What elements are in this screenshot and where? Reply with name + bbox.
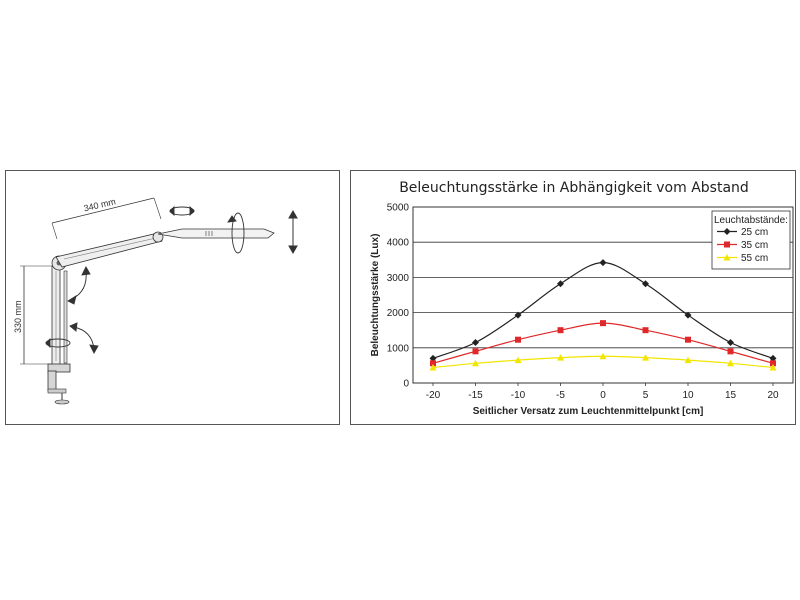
series-lines bbox=[429, 259, 777, 371]
data-point bbox=[557, 280, 564, 288]
data-point bbox=[429, 354, 437, 362]
rotate-head-arrow-icon bbox=[227, 212, 245, 254]
legend-swatch-marker bbox=[723, 254, 731, 261]
data-point bbox=[642, 280, 649, 288]
legend-swatch-marker bbox=[723, 228, 731, 235]
data-point bbox=[472, 339, 479, 347]
lower-arm-dimension-label: 330 mm bbox=[13, 300, 23, 333]
y-tick-label: 2000 bbox=[387, 308, 410, 319]
x-axis-label: Seitlicher Versatz zum Leuchtenmittelpun… bbox=[473, 406, 704, 417]
y-tick-label: 0 bbox=[403, 379, 409, 390]
swivel-arrow-icon bbox=[169, 205, 195, 217]
data-point bbox=[769, 354, 777, 362]
data-point bbox=[472, 359, 479, 367]
y-tick-label: 3000 bbox=[387, 273, 410, 284]
data-point bbox=[514, 356, 522, 364]
x-tick-label: 5 bbox=[643, 390, 649, 401]
data-point bbox=[727, 339, 734, 347]
y-axis-ticks: 0 1000 2000 3000 4000 5000 bbox=[387, 203, 410, 390]
series-25-cm bbox=[429, 259, 777, 362]
data-point bbox=[514, 311, 522, 319]
legend-swatch-marker bbox=[724, 241, 730, 248]
legend-entry-label: 55 cm bbox=[741, 253, 768, 264]
x-tick-label: 10 bbox=[682, 390, 694, 401]
base-rotate-arrow-icon bbox=[45, 337, 71, 349]
chart-title: Beleuchtungsstärke in Abhängigkeit vom A… bbox=[399, 180, 749, 196]
y-tick-label: 5000 bbox=[387, 203, 410, 214]
series-55-cm bbox=[429, 352, 777, 371]
data-point bbox=[515, 336, 521, 343]
y-tick-label: 1000 bbox=[387, 343, 410, 354]
legend-entry-label: 25 cm bbox=[741, 227, 768, 238]
data-point bbox=[727, 359, 734, 367]
lamp-lower-arm bbox=[51, 265, 68, 367]
x-tick-label: -20 bbox=[426, 390, 441, 401]
upper-arm-dimension-label: 340 mm bbox=[83, 196, 117, 213]
data-point bbox=[599, 352, 607, 360]
data-point bbox=[684, 311, 692, 319]
data-point bbox=[557, 327, 564, 334]
legend-entry-label: 35 cm bbox=[741, 240, 768, 251]
lamp-head bbox=[157, 228, 275, 239]
dimension-line-upper bbox=[51, 197, 155, 224]
x-tick-label: -10 bbox=[511, 390, 526, 401]
data-point bbox=[430, 360, 436, 367]
lamp-diagram-panel: 340 mm 330 mm bbox=[5, 170, 340, 425]
data-point bbox=[599, 259, 607, 267]
arm-tilt-arrow-icon bbox=[67, 266, 91, 305]
x-axis-ticks: -20 -15 -10 -5 0 5 10 15 20 bbox=[426, 383, 779, 401]
lamp-clamp bbox=[47, 363, 71, 405]
data-point bbox=[557, 354, 564, 361]
y-axis-label: Beleuchtungsstärke (Lux) bbox=[370, 234, 381, 357]
data-point bbox=[727, 348, 734, 355]
lamp-diagram: 340 mm 330 mm bbox=[13, 196, 298, 405]
illuminance-chart: Beleuchtungsstärke in Abhängigkeit vom A… bbox=[370, 180, 794, 417]
data-point bbox=[642, 327, 649, 334]
lamp-upper-arm bbox=[55, 231, 164, 268]
x-tick-label: -15 bbox=[468, 390, 483, 401]
x-tick-label: 0 bbox=[600, 390, 606, 401]
legend-title: Leuchtabstände: bbox=[714, 215, 788, 226]
illuminance-chart-panel: Beleuchtungsstärke in Abhängigkeit vom A… bbox=[350, 170, 796, 425]
data-point bbox=[472, 348, 479, 355]
data-point bbox=[429, 364, 437, 371]
data-point bbox=[770, 360, 776, 367]
data-point bbox=[685, 336, 691, 343]
x-tick-label: 15 bbox=[725, 390, 737, 401]
legend: Leuchtabstände: 25 cm 35 cm 55 cm bbox=[711, 210, 791, 270]
data-point bbox=[642, 354, 649, 361]
height-adjust-arrow-icon bbox=[288, 209, 298, 255]
x-tick-label: -5 bbox=[556, 390, 565, 401]
x-tick-label: 20 bbox=[767, 390, 779, 401]
y-tick-label: 4000 bbox=[387, 238, 410, 249]
data-point bbox=[684, 356, 692, 364]
series-35-cm bbox=[430, 320, 776, 367]
base-tilt-arrow-icon bbox=[69, 322, 99, 354]
data-point bbox=[600, 320, 606, 327]
data-point bbox=[769, 364, 777, 371]
